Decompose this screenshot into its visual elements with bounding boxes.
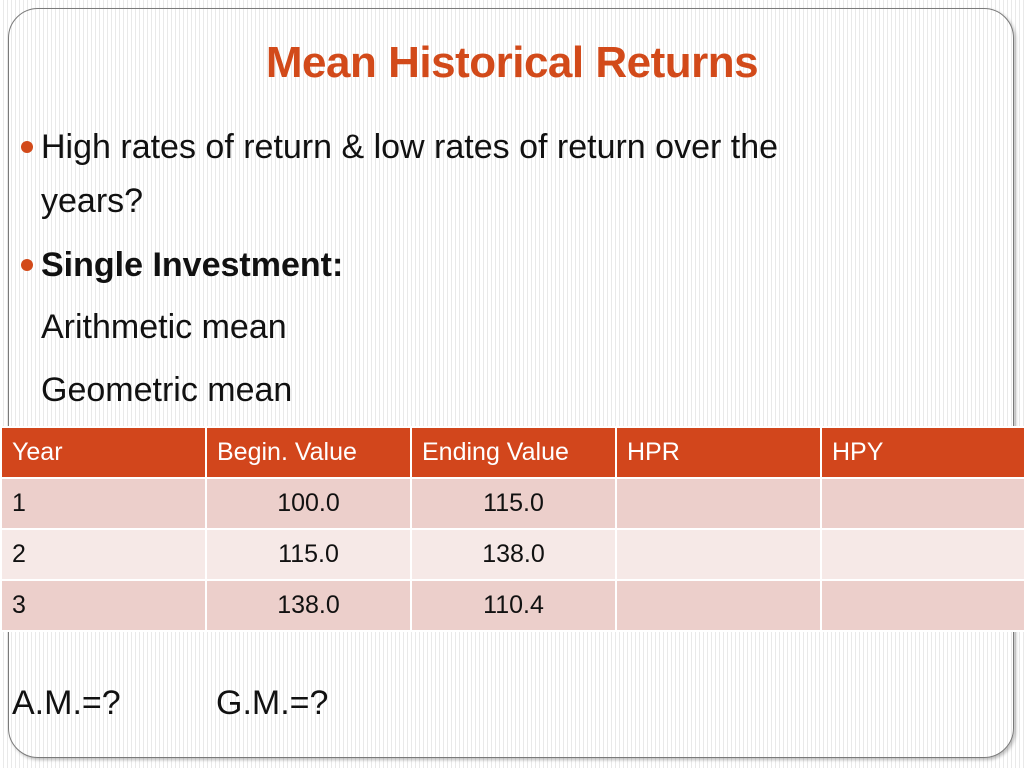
cell-year: 1 xyxy=(0,477,207,530)
cell-begin-value: 138.0 xyxy=(205,579,412,632)
header-begin-value: Begin. Value xyxy=(205,426,412,479)
bullet-dot-icon xyxy=(21,259,33,271)
cell-hpr xyxy=(615,579,822,632)
cell-ending-value: 115.0 xyxy=(410,477,617,530)
header-hpr: HPR xyxy=(615,426,822,479)
cell-hpr xyxy=(615,477,822,530)
bullet-1-line-1: High rates of return & low rates of retu… xyxy=(41,128,779,166)
table-row: 1 100.0 115.0 xyxy=(0,477,1024,530)
cell-ending-value: 138.0 xyxy=(410,528,617,581)
sub-item-geometric-mean: Geometric mean xyxy=(41,371,293,409)
cell-hpr xyxy=(615,528,822,581)
bullet-1-line-2: years? xyxy=(41,182,144,220)
cell-begin-value: 115.0 xyxy=(205,528,412,581)
slide-title: Mean Historical Returns xyxy=(265,38,759,87)
geometric-mean-question: G.M.=? xyxy=(216,684,329,722)
returns-table: Year Begin. Value Ending Value HPR HPY 1… xyxy=(0,426,1024,632)
table-row: 3 138.0 110.4 xyxy=(0,579,1024,632)
cell-year: 2 xyxy=(0,528,207,581)
cell-year: 3 xyxy=(0,579,207,632)
table-row: 2 115.0 138.0 xyxy=(0,528,1024,581)
header-ending-value: Ending Value xyxy=(410,426,617,479)
bullet-2-text: Single Investment: xyxy=(41,246,344,284)
header-year: Year xyxy=(0,426,207,479)
arithmetic-mean-question: A.M.=? xyxy=(12,684,121,722)
cell-hpy xyxy=(820,579,1024,632)
bullet-dot-icon xyxy=(21,141,33,153)
sub-item-arithmetic-mean: Arithmetic mean xyxy=(41,308,287,346)
cell-ending-value: 110.4 xyxy=(410,579,617,632)
cell-begin-value: 100.0 xyxy=(205,477,412,530)
cell-hpy xyxy=(820,477,1024,530)
cell-hpy xyxy=(820,528,1024,581)
table-header-row: Year Begin. Value Ending Value HPR HPY xyxy=(0,426,1024,479)
header-hpy: HPY xyxy=(820,426,1024,479)
